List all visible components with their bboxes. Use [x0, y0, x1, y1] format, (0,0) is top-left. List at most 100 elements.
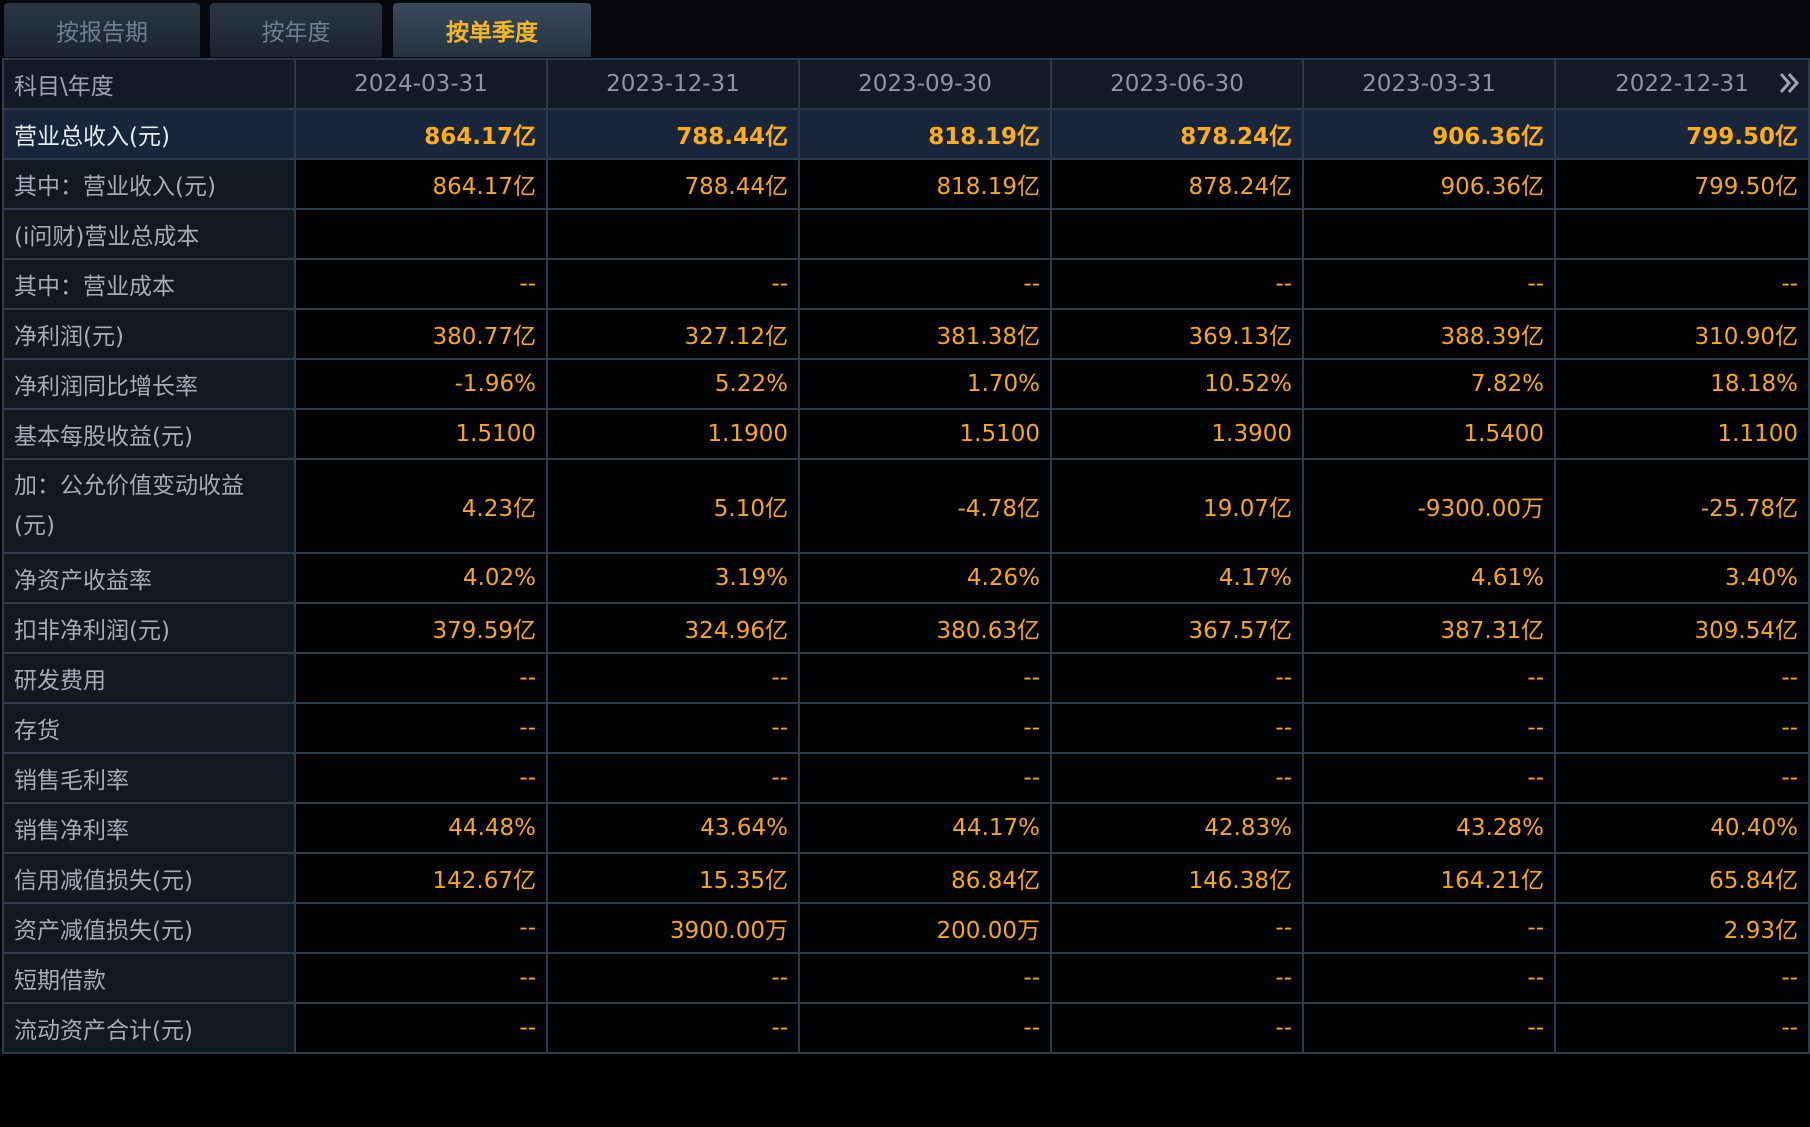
- value-cell: --: [294, 652, 548, 704]
- value-cell: [798, 208, 1052, 260]
- table-row: 其中：营业成本 -- -- -- -- -- --: [2, 258, 1810, 310]
- column-header-label: 2022-12-31: [1615, 71, 1749, 97]
- row-label: 净利润同比增长率: [2, 358, 296, 410]
- value-cell: 1.1900: [546, 408, 800, 460]
- value-cell: 1.70%: [798, 358, 1052, 410]
- value-cell: 788.44亿: [546, 158, 800, 210]
- value-cell: --: [798, 952, 1052, 1004]
- value-cell: --: [1554, 1002, 1810, 1054]
- value-cell: [1302, 208, 1556, 260]
- value-cell: 878.24亿: [1050, 158, 1304, 210]
- table-row: 净利润同比增长率 -1.96% 5.22% 1.70% 10.52% 7.82% 18.18…: [2, 358, 1810, 410]
- value-cell: 42.83%: [1050, 802, 1304, 854]
- value-cell: 380.63亿: [798, 602, 1052, 654]
- value-cell: 4.23亿: [294, 458, 548, 554]
- value-cell: 3.40%: [1554, 552, 1810, 604]
- table-row: 资产减值损失(元) -- 3900.00万 200.00万 -- -- 2.93亿: [2, 902, 1810, 954]
- column-header: 2023-03-31: [1302, 58, 1556, 110]
- table-row: 研发费用 -- -- -- -- -- --: [2, 652, 1810, 704]
- value-cell: --: [294, 752, 548, 804]
- value-cell: 10.52%: [1050, 358, 1304, 410]
- column-header: 2023-06-30: [1050, 58, 1304, 110]
- value-cell: 906.36亿: [1302, 158, 1556, 210]
- row-label: 流动资产合计(元): [2, 1002, 296, 1054]
- period-tab-bar: 按报告期 按年度 按单季度: [0, 0, 1810, 58]
- value-cell: --: [546, 702, 800, 754]
- table-row: 销售毛利率 -- -- -- -- -- --: [2, 752, 1810, 804]
- value-cell: -1.96%: [294, 358, 548, 410]
- value-cell: 164.21亿: [1302, 852, 1556, 904]
- row-label: 其中：营业收入(元): [2, 158, 296, 210]
- value-cell: 369.13亿: [1050, 308, 1304, 360]
- value-cell: 799.50亿: [1554, 108, 1810, 160]
- row-label: 销售净利率: [2, 802, 296, 854]
- value-cell: --: [1302, 652, 1556, 704]
- table-row: 其中：营业收入(元) 864.17亿 788.44亿 818.19亿 878.24亿 90…: [2, 158, 1810, 210]
- value-cell: --: [546, 952, 800, 1004]
- value-cell: 3900.00万: [546, 902, 800, 954]
- value-cell: --: [1050, 952, 1304, 1004]
- value-cell: --: [798, 752, 1052, 804]
- value-cell: --: [1302, 1002, 1556, 1054]
- value-cell: 2.93亿: [1554, 902, 1810, 954]
- value-cell: 19.07亿: [1050, 458, 1304, 554]
- value-cell: 310.90亿: [1554, 308, 1810, 360]
- value-cell: 388.39亿: [1302, 308, 1556, 360]
- tab-by-quarter[interactable]: 按单季度: [393, 3, 591, 57]
- value-cell: 1.5100: [798, 408, 1052, 460]
- value-cell: 818.19亿: [798, 108, 1052, 160]
- row-label: 存货: [2, 702, 296, 754]
- value-cell: --: [1554, 752, 1810, 804]
- value-cell: 1.5100: [294, 408, 548, 460]
- value-cell: 4.02%: [294, 552, 548, 604]
- column-header: 2023-12-31: [546, 58, 800, 110]
- table-row: 净资产收益率 4.02% 3.19% 4.26% 4.17% 4.61% 3.40%: [2, 552, 1810, 604]
- row-label: 其中：营业成本: [2, 258, 296, 310]
- value-cell: 43.28%: [1302, 802, 1556, 854]
- value-cell: 788.44亿: [546, 108, 800, 160]
- value-cell: --: [1050, 258, 1304, 310]
- double-chevron-right-icon[interactable]: [1774, 60, 1804, 106]
- row-label: 销售毛利率: [2, 752, 296, 804]
- table-row: 流动资产合计(元) -- -- -- -- -- --: [2, 1002, 1810, 1054]
- value-cell: 65.84亿: [1554, 852, 1810, 904]
- table-header-row: 科目\年度 2024-03-31 2023-12-31 2023-09-30 2…: [2, 58, 1810, 110]
- value-cell: 864.17亿: [294, 158, 548, 210]
- value-cell: --: [798, 702, 1052, 754]
- value-cell: 1.3900: [1050, 408, 1304, 460]
- table-row: 存货 -- -- -- -- -- --: [2, 702, 1810, 754]
- row-label: 营业总收入(元): [2, 108, 296, 160]
- value-cell: 18.18%: [1554, 358, 1810, 410]
- value-cell: --: [1050, 1002, 1304, 1054]
- column-header: 2024-03-31: [294, 58, 548, 110]
- value-cell: --: [1050, 752, 1304, 804]
- value-cell: --: [1302, 952, 1556, 1004]
- value-cell: --: [294, 1002, 548, 1054]
- value-cell: 906.36亿: [1302, 108, 1556, 160]
- value-cell: 44.48%: [294, 802, 548, 854]
- value-cell: 40.40%: [1554, 802, 1810, 854]
- table-row: 加：公允价值变动收益(元) 4.23亿 5.10亿 -4.78亿 19.07亿 -9300…: [2, 458, 1810, 554]
- value-cell: -4.78亿: [798, 458, 1052, 554]
- row-label: 净资产收益率: [2, 552, 296, 604]
- table-row: 基本每股收益(元) 1.5100 1.1900 1.5100 1.3900 1.5400 1…: [2, 408, 1810, 460]
- value-cell: [1554, 208, 1810, 260]
- table-row: 信用减值损失(元) 142.67亿 15.35亿 86.84亿 146.38亿 164.2…: [2, 852, 1810, 904]
- value-cell: 44.17%: [798, 802, 1052, 854]
- row-label: 研发费用: [2, 652, 296, 704]
- value-cell: --: [546, 652, 800, 704]
- value-cell: --: [1302, 752, 1556, 804]
- value-cell: --: [1554, 952, 1810, 1004]
- tab-by-report-period[interactable]: 按报告期: [4, 3, 200, 57]
- row-label: (i问财)营业总成本: [2, 208, 296, 260]
- value-cell: 4.26%: [798, 552, 1052, 604]
- value-cell: 327.12亿: [546, 308, 800, 360]
- row-label: 信用减值损失(元): [2, 852, 296, 904]
- value-cell: [546, 208, 800, 260]
- value-cell: 43.64%: [546, 802, 800, 854]
- value-cell: 3.19%: [546, 552, 800, 604]
- row-label: 加：公允价值变动收益(元): [2, 458, 296, 554]
- table-row: 营业总收入(元) 864.17亿 788.44亿 818.19亿 878.24亿 906.…: [2, 108, 1810, 160]
- value-cell: 5.10亿: [546, 458, 800, 554]
- tab-by-year[interactable]: 按年度: [210, 3, 382, 57]
